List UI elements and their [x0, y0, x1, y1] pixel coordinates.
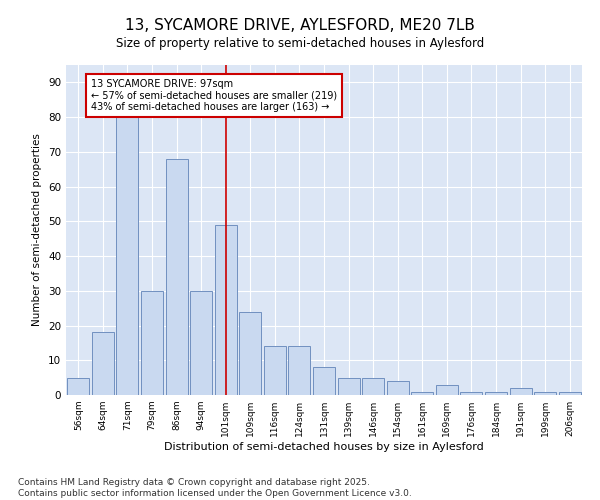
Bar — [116, 106, 139, 395]
X-axis label: Distribution of semi-detached houses by size in Aylesford: Distribution of semi-detached houses by … — [164, 442, 484, 452]
Bar — [289, 346, 310, 395]
Bar — [141, 291, 163, 395]
Bar — [338, 378, 359, 395]
Bar — [166, 159, 188, 395]
Bar — [362, 378, 384, 395]
Bar — [485, 392, 507, 395]
Bar — [411, 392, 433, 395]
Bar — [436, 384, 458, 395]
Bar — [559, 392, 581, 395]
Bar — [386, 381, 409, 395]
Bar — [215, 225, 237, 395]
Bar — [92, 332, 114, 395]
Bar — [190, 291, 212, 395]
Bar — [534, 392, 556, 395]
Text: Size of property relative to semi-detached houses in Aylesford: Size of property relative to semi-detach… — [116, 38, 484, 51]
Bar — [313, 367, 335, 395]
Y-axis label: Number of semi-detached properties: Number of semi-detached properties — [32, 134, 43, 326]
Text: 13, SYCAMORE DRIVE, AYLESFORD, ME20 7LB: 13, SYCAMORE DRIVE, AYLESFORD, ME20 7LB — [125, 18, 475, 32]
Text: Contains HM Land Registry data © Crown copyright and database right 2025.
Contai: Contains HM Land Registry data © Crown c… — [18, 478, 412, 498]
Bar — [67, 378, 89, 395]
Bar — [509, 388, 532, 395]
Text: 13 SYCAMORE DRIVE: 97sqm
← 57% of semi-detached houses are smaller (219)
43% of : 13 SYCAMORE DRIVE: 97sqm ← 57% of semi-d… — [91, 79, 337, 112]
Bar — [264, 346, 286, 395]
Bar — [460, 392, 482, 395]
Bar — [239, 312, 262, 395]
